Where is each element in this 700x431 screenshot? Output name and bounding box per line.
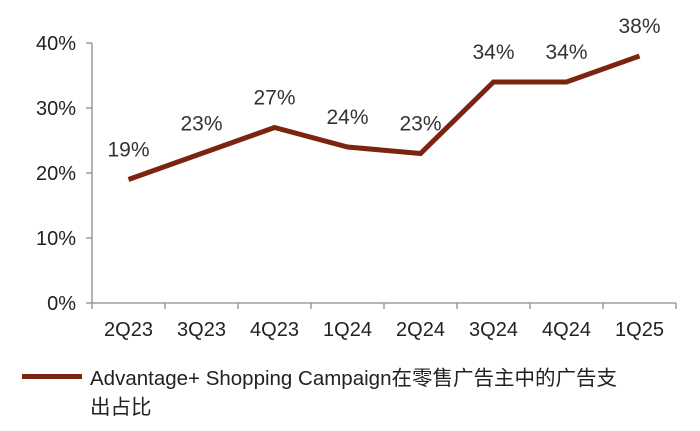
y-tick-label: 20% [36,163,76,185]
x-axis-ticks: 2Q23 3Q23 4Q23 1Q24 2Q24 3Q24 4Q24 1Q25 [91,303,677,341]
data-label: 24% [326,106,368,129]
series-line [127,53,641,182]
y-tick-label: 0% [47,293,76,315]
x-tick-label: 2Q23 [104,319,153,341]
data-label: 27% [253,87,295,110]
data-labels-group: 19% 23% 27% 24% 23% 34% 34% 38% [107,15,660,162]
data-label: 23% [180,113,222,136]
x-tick-label: 4Q23 [250,319,299,341]
legend-label-line2: 出占比 [90,396,152,419]
x-tick-label: 4Q24 [542,319,591,341]
y-axis-ticks: 0% 10% 20% 30% 40% [36,33,92,315]
data-label: 34% [472,41,514,64]
legend-label-line1: Advantage+ Shopping Campaign在零售广告主中的广告支 [90,367,617,390]
line-chart: 0% 10% 20% 30% 40% 2Q23 3Q23 4Q23 1Q24 2Q24 3Q24 4… [36,15,677,341]
y-tick-label: 30% [36,98,76,120]
data-label: 38% [618,15,660,38]
data-label: 23% [399,113,441,136]
series-group [127,53,641,182]
legend-swatch [22,374,82,380]
data-label: 34% [545,41,587,64]
axes-group [91,43,676,304]
data-label: 19% [107,139,149,162]
x-tick-label: 1Q24 [323,319,372,341]
y-tick-label: 10% [36,228,76,250]
x-tick-label: 1Q25 [615,319,664,341]
x-tick-label: 2Q24 [396,319,445,341]
x-tick-label: 3Q23 [177,319,226,341]
x-tick-label: 3Q24 [469,319,518,341]
y-tick-label: 40% [36,33,76,55]
legend: Advantage+ Shopping Campaign在零售广告主中的广告支 … [22,364,694,422]
